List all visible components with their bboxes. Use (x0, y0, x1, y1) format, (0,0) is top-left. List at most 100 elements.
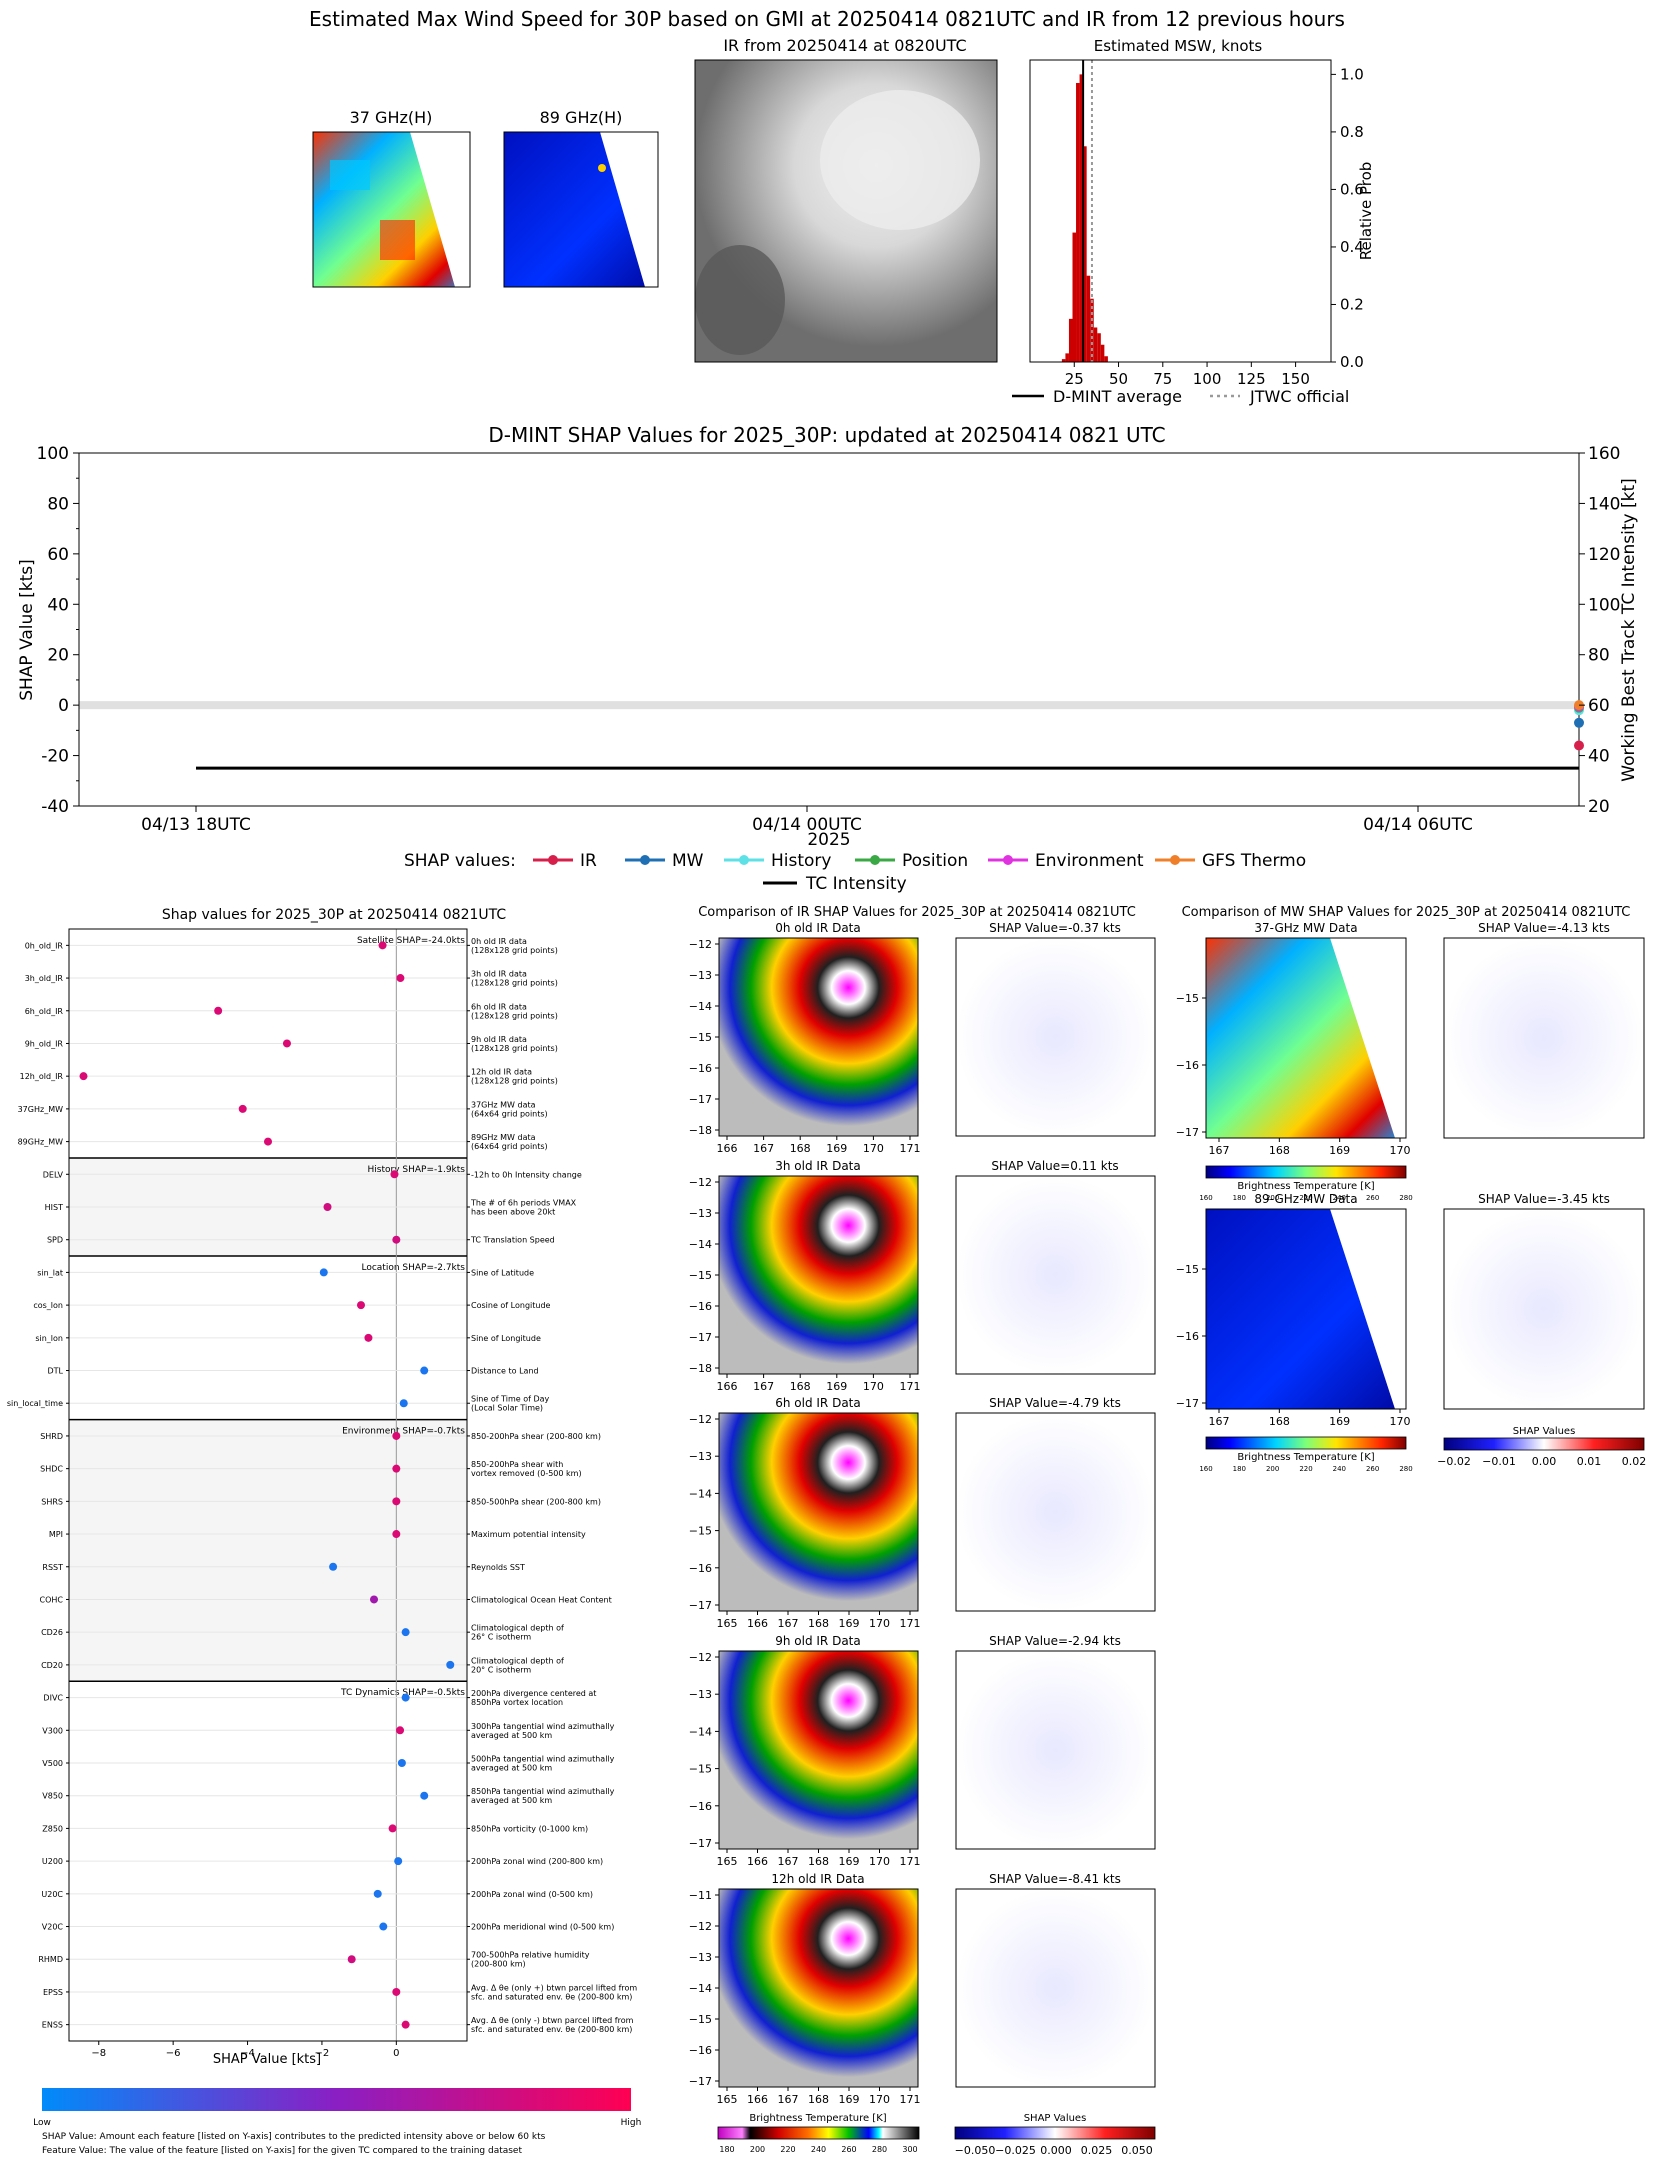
ts-ytick-right-label: 80 (1588, 646, 1610, 666)
ts-legend-label: MW (672, 851, 704, 871)
feature-name: 0h_old_IR (25, 941, 64, 950)
mw-bt-tick: 240 (1333, 1465, 1346, 1473)
ir-shap-tick: 0.025 (1081, 2144, 1113, 2157)
feature-desc: Sine of Latitude (471, 1268, 534, 1277)
ir-ytick-label: −12 (689, 1413, 712, 1426)
ir-ytick-label: −13 (689, 1688, 712, 1701)
ir-shap-map (956, 1413, 1155, 1611)
feature-name: sin_lon (35, 1334, 63, 1343)
ts-ytick-right-label: 40 (1588, 747, 1610, 767)
feature-name: ENSS (42, 2021, 63, 2030)
ts-ytick-left-label: -20 (41, 747, 69, 767)
ts-ytick-right-label: 20 (1588, 797, 1610, 817)
ts-ytick-right-label: 140 (1588, 494, 1620, 514)
ir-ytick-label: −16 (689, 1062, 712, 1075)
ts-legend-label: History (771, 851, 831, 871)
mw-bt-tick: 280 (1399, 1194, 1412, 1202)
ts-legend-label: TC Intensity (805, 874, 907, 894)
feature-desc: 37GHz MW data (471, 1100, 536, 1109)
ts-frame (78, 452, 1580, 807)
ts-ytick-left-label: 20 (47, 646, 69, 666)
feature-name: SHRD (40, 1432, 63, 1441)
feature-name: 9h_old_IR (25, 1039, 64, 1048)
msw-xtick-label: 75 (1153, 370, 1172, 388)
ts-legend-marker (1170, 855, 1180, 865)
ir-xtick-label: 167 (778, 1617, 799, 1630)
feature-desc: averaged at 500 km (471, 1796, 552, 1805)
feature-desc: 850-200hPa shear (200-800 km) (471, 1432, 601, 1441)
msw-xtick-label: 125 (1237, 370, 1266, 388)
feature-point (323, 1203, 332, 1211)
mw-bt-colorbar (1205, 1436, 1407, 1450)
ir-xtick-label: 170 (863, 1380, 884, 1393)
ir-data-title: 0h old IR Data (775, 921, 861, 935)
mw-xtick-label: 170 (1390, 1415, 1411, 1428)
ir-xtick-label: 165 (717, 1855, 738, 1868)
ir-ytick-label: −17 (689, 1093, 712, 1106)
top-title: Estimated Max Wind Speed for 30P based o… (309, 7, 1345, 31)
feature-point (214, 1006, 223, 1015)
ir-xtick-label: 167 (778, 1855, 799, 1868)
ir-ytick-label: −13 (689, 1450, 712, 1463)
ir-ytick-label: −13 (689, 1207, 712, 1220)
mw-bt-tick: 280 (1399, 1465, 1412, 1473)
feature-desc: 0h old IR data (471, 937, 527, 946)
panel-89-title: 89 GHz(H) (540, 108, 623, 127)
ir-bt-colorbar (717, 2126, 920, 2140)
feature-desc: 3h old IR data (471, 970, 527, 979)
ir-ytick-label: −12 (689, 1651, 712, 1664)
mw-shap-tick: 0.00 (1532, 1455, 1557, 1468)
feature-point (379, 1922, 388, 1931)
msw-bar (1072, 232, 1077, 362)
mw-bt-tick: 220 (1299, 1194, 1312, 1202)
ts-ytick-right-label: 120 (1588, 545, 1620, 565)
mw-shap-colorbar (1443, 1437, 1645, 1451)
feature-desc: vortex removed (0-500 km) (471, 1469, 582, 1478)
feature-name: EPSS (43, 1988, 63, 1997)
ir-data-title: 12h old IR Data (771, 1872, 864, 1886)
ir-shap-tick: −0.025 (995, 2144, 1036, 2157)
ts-xtick-label: 04/14 06UTC (1363, 815, 1473, 835)
feature-group-label: Environment SHAP=-0.7kts (342, 1427, 465, 1437)
msw-xtick-label: 150 (1281, 370, 1310, 388)
mw-shap-map (1444, 1209, 1644, 1409)
ir-ytick-label: −18 (689, 1362, 712, 1375)
ir-data-title: 3h old IR Data (775, 1159, 861, 1173)
feature-name: RHMD (38, 1955, 63, 1964)
msw-xtick-label: 25 (1065, 370, 1084, 388)
ir-ytick-label: −14 (689, 1487, 712, 1500)
ir-bt-tick: 280 (872, 2145, 887, 2154)
shap-feature-plot: Satellite SHAP=-24.0kts History SHAP=-1.9… (7, 928, 637, 2059)
mw-shap-colorbar-label: SHAP Values (1513, 1426, 1576, 1437)
feature-desc: averaged at 500 km (471, 1764, 552, 1773)
feature-frame (68, 928, 468, 2042)
mw37-image (313, 132, 470, 287)
feature-point (392, 1235, 401, 1244)
feature-xtick-label: −8 (91, 2048, 106, 2059)
ts-ylabel-left: SHAP Value [kts] (17, 559, 37, 701)
ir-shap-title: SHAP Value=-0.37 kts (989, 921, 1121, 935)
ir-image (695, 60, 997, 362)
feature-desc: Maximum potential intensity (471, 1530, 586, 1539)
feature-name: CD26 (41, 1628, 63, 1637)
mw-data-frame (1205, 1208, 1407, 1410)
msw-bar (1100, 344, 1105, 362)
feature-desc: Climatological Ocean Heat Content (471, 1595, 612, 1604)
mw-bt-tick: 180 (1233, 1465, 1246, 1473)
feature-name: 37GHz_MW (18, 1105, 63, 1114)
feature-point (394, 1857, 403, 1866)
mw-bt-tick: 220 (1299, 1465, 1312, 1473)
feature-name: 12h_old_IR (20, 1072, 64, 1081)
ir-ytick-label: −12 (689, 938, 712, 951)
ir-xtick-label: 168 (790, 1142, 811, 1155)
ts-ytick-right-label: 60 (1588, 696, 1610, 716)
ir-xtick-label: 170 (869, 1855, 890, 1868)
feature-point (319, 1268, 328, 1277)
mw-data-nodata (1330, 938, 1406, 1138)
ir-shap-title: SHAP Value=-4.79 kts (989, 1396, 1121, 1410)
feature-name: V850 (42, 1792, 63, 1801)
ir-shap-frame (955, 1175, 1156, 1375)
mw-bt-colorbar-label: Brightness Temperature [K] (1237, 1452, 1374, 1463)
panel-37-title: 37 GHz(H) (350, 108, 433, 127)
cbar-high: High (621, 2118, 642, 2128)
